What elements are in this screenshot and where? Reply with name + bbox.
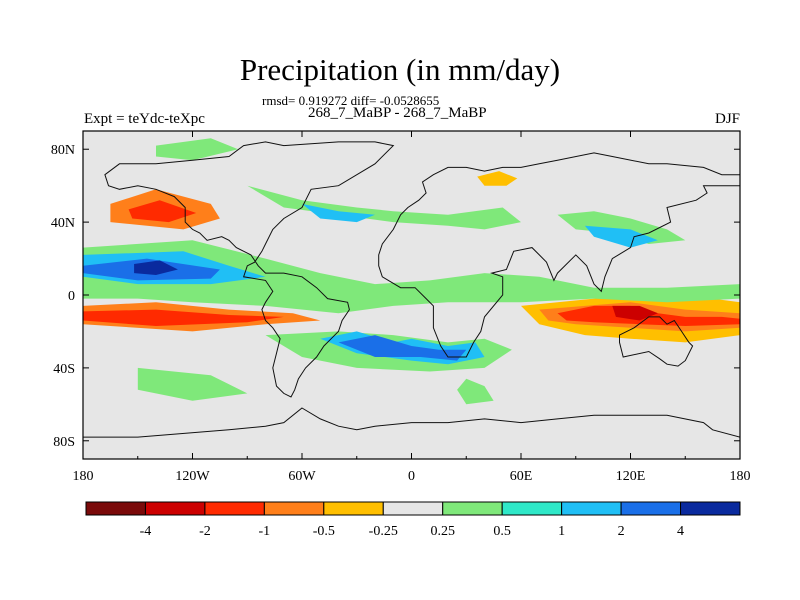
colorbar-box-4 bbox=[323, 501, 384, 516]
colorbar-box-7 bbox=[501, 501, 563, 516]
precip-region-34 bbox=[137, 367, 248, 401]
colorbar-label-2: -1 bbox=[259, 524, 271, 539]
precip-region-29 bbox=[557, 211, 686, 244]
precip-region-22 bbox=[156, 138, 239, 161]
chart-title: Precipitation (in mm/day) bbox=[239, 52, 561, 87]
colorbar-box-2 bbox=[204, 501, 265, 516]
y-tick-label-0: 80N bbox=[51, 143, 75, 158]
colorbar-label-9: 4 bbox=[677, 524, 684, 539]
colorbar-box-3 bbox=[263, 501, 325, 516]
precip-region-26 bbox=[134, 260, 178, 275]
precip-region-6 bbox=[83, 309, 284, 326]
chart-subtitle: 268_7_MaBP - 268_7_MaBP bbox=[308, 105, 487, 121]
precip-region-0 bbox=[83, 134, 211, 175]
coastline-2 bbox=[619, 316, 694, 367]
colorbar-box-5 bbox=[382, 501, 444, 516]
precip-region-33 bbox=[338, 335, 467, 361]
colorbar-box-6 bbox=[442, 501, 503, 516]
season-label: DJF bbox=[714, 111, 740, 127]
stats-text: rmsd= 0.919272 diff= -0.0528655 bbox=[262, 93, 440, 108]
colorbar-label-8: 2 bbox=[618, 524, 625, 539]
colorbar-box-8 bbox=[561, 501, 622, 516]
x-tick-label-5: 120E bbox=[616, 469, 646, 484]
precip-region-21 bbox=[320, 404, 375, 423]
colorbar-box-10 bbox=[680, 501, 741, 516]
colorbar-box-1 bbox=[144, 501, 206, 516]
precip-region-19 bbox=[579, 404, 722, 430]
precip-region-35 bbox=[457, 378, 494, 405]
y-tick-label-4: 80S bbox=[53, 435, 75, 450]
precip-region-18 bbox=[612, 349, 704, 379]
x-tick-label-4: 60E bbox=[510, 469, 533, 484]
coastline-3 bbox=[83, 407, 740, 459]
colorbar-label-4: -0.25 bbox=[369, 524, 398, 539]
x-tick-label-1: 120W bbox=[175, 469, 210, 484]
colorbar-label-7: 1 bbox=[558, 524, 565, 539]
precip-region-23 bbox=[83, 240, 740, 314]
coastline-0 bbox=[104, 141, 395, 398]
precip-region-27 bbox=[247, 185, 522, 230]
colorbar-box-9 bbox=[620, 501, 682, 516]
precip-region-12 bbox=[685, 233, 740, 281]
x-tick-label-6: 180 bbox=[730, 469, 751, 484]
y-tick-label-1: 40N bbox=[51, 216, 75, 231]
x-tick-label-0: 180 bbox=[73, 469, 94, 484]
y-tick-label-2: 0 bbox=[68, 289, 75, 304]
coastline-1 bbox=[378, 152, 740, 358]
colorbar-label-0: -4 bbox=[140, 524, 152, 539]
x-tick-label-3: 0 bbox=[408, 469, 415, 484]
precip-region-3 bbox=[128, 200, 197, 223]
precip-region-8 bbox=[174, 346, 275, 376]
precip-region-28 bbox=[302, 203, 375, 223]
colorbar-label-6: 0.5 bbox=[493, 524, 511, 539]
colorbar-label-5: 0.25 bbox=[430, 524, 455, 539]
y-tick-label-3: 40S bbox=[53, 362, 75, 377]
precip-region-30 bbox=[584, 225, 658, 248]
colorbar-label-1: -2 bbox=[199, 524, 211, 539]
x-tick-label-2: 60W bbox=[288, 469, 316, 484]
precip-region-7 bbox=[83, 338, 138, 361]
colorbar-label-3: -0.5 bbox=[313, 524, 335, 539]
precip-region-11 bbox=[477, 171, 518, 186]
colorbar-box-0 bbox=[85, 501, 146, 516]
precip-region-17 bbox=[612, 305, 658, 321]
experiment-label: Expt = teYdc-teXpc bbox=[84, 111, 205, 127]
